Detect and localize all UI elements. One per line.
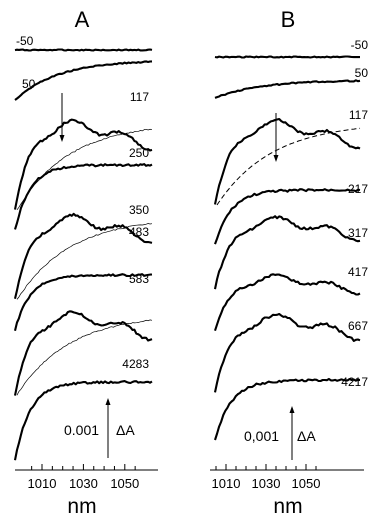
panel-b-label: B — [281, 7, 296, 32]
spectrum-trace-4283 — [13, 380, 153, 461]
spectrum-trace-483 — [13, 273, 153, 332]
spectrum-trace--50 — [214, 55, 360, 59]
panel-a: A -50 50 117 250 350 483 583 4283 1010 1030 1050 n… — [13, 7, 158, 518]
x-tick-label-1050: 1050 — [292, 476, 321, 491]
difference-arrow-head — [273, 155, 279, 162]
panel-a-x-axis: 1010 1030 1050 nm — [15, 464, 158, 518]
spectrum-trace-417 — [214, 273, 361, 332]
delay-label-350: 350 — [129, 203, 149, 217]
reference-trace-583 — [16, 319, 153, 396]
delay-label-50: 50 — [22, 77, 36, 91]
delay-label--50: -50 — [16, 34, 34, 48]
spectrum-trace-350 — [13, 212, 153, 300]
reference-trace-350 — [16, 223, 153, 300]
spectrum-trace-117 — [13, 118, 153, 210]
x-tick-label-1010: 1010 — [212, 476, 241, 491]
delay-label-317: 317 — [348, 226, 368, 240]
x-tick-label-1010: 1010 — [28, 476, 57, 491]
delay-label-50: 50 — [355, 66, 369, 80]
x-tick-label-1030: 1030 — [69, 476, 98, 491]
x-tick-label-1030: 1030 — [252, 476, 281, 491]
spectrum-trace-317 — [213, 215, 361, 290]
panel-b-scale-value: 0,001 — [244, 428, 279, 444]
panel-b-x-axis: 1010 1030 1050 nm — [210, 464, 364, 518]
spectrum-trace-117 — [213, 117, 361, 205]
delay-label-117: 117 — [130, 90, 149, 104]
x-axis-label: nm — [273, 495, 302, 518]
panel-a-label: A — [75, 7, 90, 32]
panel-b: B -50 50 117 217 317 417 667 4217 1010 1030 1050 n… — [210, 7, 368, 518]
delay-label-667: 667 — [348, 319, 368, 333]
spectrum-trace-667 — [213, 312, 361, 393]
spectrum-trace-4217 — [214, 377, 361, 441]
panel-a-scale-unit: ΔA — [116, 422, 135, 438]
delay-label-417: 417 — [348, 265, 368, 279]
spectrum-trace-50 — [14, 60, 153, 101]
delay-label-217: 217 — [348, 182, 368, 196]
spectrum-trace-50 — [214, 79, 361, 99]
spectrum-trace-250 — [13, 163, 153, 230]
panel-a-scale-arrow-head — [105, 398, 111, 405]
delay-label--50: -50 — [351, 38, 369, 52]
panel-a-scale-value: 0.001 — [64, 422, 99, 438]
x-tick-label-1050: 1050 — [110, 476, 139, 491]
spectrum-trace-583 — [13, 310, 153, 396]
reference-trace-117 — [216, 127, 361, 206]
x-axis-label: nm — [67, 495, 96, 518]
delay-label-250: 250 — [129, 146, 149, 160]
delay-label-4283: 4283 — [122, 357, 149, 371]
delay-label-4217: 4217 — [341, 375, 368, 389]
spectrum-trace-217 — [214, 188, 361, 245]
delay-label-583: 583 — [129, 272, 149, 286]
panel-b-scale-arrow-head — [289, 406, 295, 413]
reference-trace-117 — [16, 128, 153, 211]
panel-b-scale-unit: ΔA — [297, 428, 316, 444]
delay-label-117: 117 — [349, 108, 368, 122]
spectrum-trace--50 — [14, 48, 153, 52]
panel-b-traces: -50 50 117 217 317 417 667 4217 — [213, 38, 369, 441]
difference-arrow-head — [59, 135, 65, 142]
delay-label-483: 483 — [129, 225, 149, 239]
panel-a-traces: -50 50 117 250 350 483 583 4283 — [13, 34, 153, 461]
